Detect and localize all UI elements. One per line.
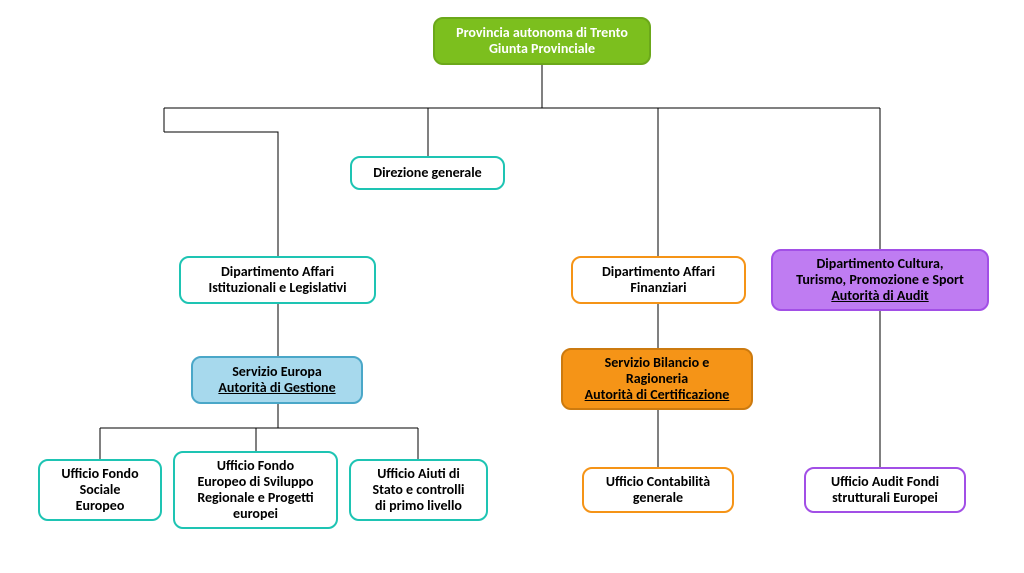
node-servizio_europa: Servizio EuropaAutorità di Gestione [191,356,363,404]
node-root: Provincia autonoma di TrentoGiunta Provi… [433,17,651,65]
node-uff_fesr: Ufficio FondoEuropeo di SviluppoRegional… [173,451,338,529]
node-cultura: Dipartimento Cultura,Turismo, Promozione… [771,249,989,311]
node-servizio_bilancio: Servizio Bilancio eRagioneriaAutorità di… [561,348,753,410]
node-direzione: Direzione generale [350,156,505,190]
node-uff_fse: Ufficio FondoSocialeEuropeo [38,459,162,521]
node-uff_audit: Ufficio Audit Fondistrutturali Europei [804,467,966,513]
node-uff_aiuti: Ufficio Aiuti diStato e controllidi prim… [349,459,488,521]
node-affari_ist: Dipartimento AffariIstituzionali e Legis… [179,256,376,304]
node-uff_contab: Ufficio Contabilitàgenerale [582,467,734,513]
node-affari_fin: Dipartimento AffariFinanziari [571,256,746,304]
